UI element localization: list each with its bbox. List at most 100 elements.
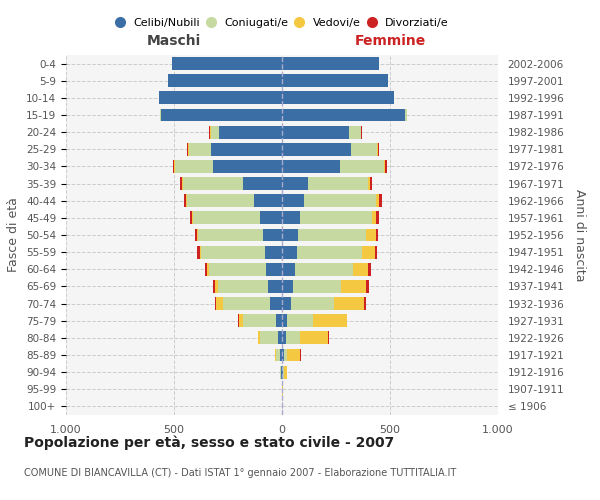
Bar [370, 177, 372, 190]
Bar [239, 314, 243, 327]
Bar [198, 228, 263, 241]
Bar [283, 366, 284, 378]
Bar [368, 263, 371, 276]
Bar [193, 212, 260, 224]
Bar [188, 143, 189, 156]
Bar [282, 332, 286, 344]
Bar [276, 348, 280, 362]
Text: Maschi: Maschi [147, 34, 201, 48]
Bar [282, 314, 287, 327]
Bar [258, 332, 260, 344]
Bar [282, 297, 290, 310]
Bar [260, 212, 282, 224]
Bar [379, 194, 382, 207]
Bar [268, 280, 282, 293]
Bar [385, 160, 387, 173]
Bar [376, 228, 378, 241]
Bar [208, 263, 209, 276]
Bar [282, 108, 405, 122]
Bar [290, 297, 334, 310]
Bar [173, 160, 174, 173]
Bar [209, 126, 211, 138]
Bar [301, 212, 371, 224]
Bar [282, 143, 351, 156]
Bar [295, 263, 353, 276]
Bar [211, 143, 282, 156]
Bar [187, 194, 254, 207]
Bar [376, 194, 379, 207]
Bar [334, 297, 364, 310]
Bar [281, 366, 282, 378]
Bar [260, 332, 278, 344]
Bar [308, 177, 368, 190]
Bar [184, 194, 186, 207]
Bar [362, 246, 375, 258]
Bar [280, 366, 281, 378]
Bar [366, 280, 370, 293]
Bar [175, 160, 213, 173]
Bar [298, 228, 366, 241]
Bar [282, 228, 298, 241]
Bar [366, 228, 376, 241]
Bar [220, 126, 282, 138]
Bar [282, 160, 340, 173]
Bar [218, 280, 268, 293]
Bar [254, 194, 282, 207]
Bar [282, 74, 388, 87]
Text: Popolazione per età, sesso e stato civile - 2007: Popolazione per età, sesso e stato civil… [24, 435, 394, 450]
Bar [167, 74, 282, 87]
Bar [172, 57, 282, 70]
Bar [266, 263, 282, 276]
Bar [282, 246, 297, 258]
Bar [282, 212, 301, 224]
Bar [186, 194, 187, 207]
Bar [180, 177, 182, 190]
Bar [301, 332, 328, 344]
Bar [187, 143, 188, 156]
Bar [284, 366, 287, 378]
Bar [201, 246, 265, 258]
Bar [378, 143, 379, 156]
Bar [282, 177, 308, 190]
Bar [197, 246, 200, 258]
Bar [282, 194, 304, 207]
Bar [340, 160, 383, 173]
Bar [223, 297, 270, 310]
Bar [282, 57, 379, 70]
Y-axis label: Fasce di età: Fasce di età [7, 198, 20, 272]
Bar [190, 212, 193, 224]
Bar [275, 348, 276, 362]
Bar [287, 314, 313, 327]
Bar [282, 348, 284, 362]
Bar [197, 228, 198, 241]
Bar [243, 314, 275, 327]
Bar [209, 263, 266, 276]
Bar [293, 280, 341, 293]
Bar [364, 297, 366, 310]
Bar [243, 177, 282, 190]
Bar [160, 108, 161, 122]
Bar [195, 228, 197, 241]
Y-axis label: Anni di nascita: Anni di nascita [573, 188, 586, 281]
Bar [174, 160, 175, 173]
Bar [280, 348, 282, 362]
Bar [351, 143, 377, 156]
Bar [282, 280, 293, 293]
Bar [205, 263, 208, 276]
Bar [405, 108, 407, 122]
Bar [284, 348, 287, 362]
Bar [278, 332, 282, 344]
Bar [371, 212, 376, 224]
Bar [341, 280, 366, 293]
Bar [375, 246, 377, 258]
Bar [200, 246, 201, 258]
Bar [282, 126, 349, 138]
Bar [282, 366, 283, 378]
Bar [297, 246, 362, 258]
Bar [368, 177, 370, 190]
Bar [383, 160, 385, 173]
Bar [215, 297, 216, 310]
Bar [377, 143, 378, 156]
Bar [159, 92, 282, 104]
Bar [282, 92, 394, 104]
